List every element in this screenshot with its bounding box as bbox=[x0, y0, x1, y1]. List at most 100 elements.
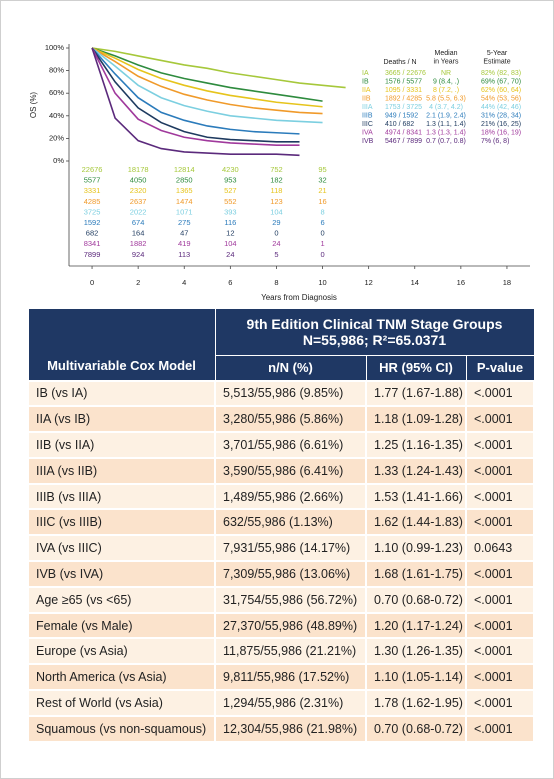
legend-five-year: 82% (82, 83) bbox=[481, 70, 521, 77]
at-risk-number: 1882 bbox=[130, 239, 147, 248]
legend-label: IIIC bbox=[362, 121, 373, 128]
legend-median: 0.7 (0.7, 0.8) bbox=[426, 138, 466, 145]
table-cell: 27,370/55,986 (48.89%) bbox=[214, 611, 367, 640]
table-cell: IIIA (vs IIB) bbox=[27, 456, 216, 485]
at-risk-number: 682 bbox=[86, 229, 99, 238]
at-risk-number: 4050 bbox=[130, 176, 147, 185]
at-risk-number: 4285 bbox=[84, 197, 101, 206]
legend-deaths: 1095 / 3331 bbox=[385, 87, 422, 94]
at-risk-number: 393 bbox=[224, 207, 237, 216]
at-risk-number: 24 bbox=[272, 239, 280, 248]
y-tick-label: 0% bbox=[53, 156, 64, 165]
x-tick-label: 16 bbox=[457, 278, 465, 287]
at-risk-number: 752 bbox=[270, 165, 283, 174]
table-cell: <.0001 bbox=[464, 431, 536, 459]
legend-median: 8 (7.2, .) bbox=[433, 87, 459, 94]
at-risk-number: 3725 bbox=[84, 207, 101, 216]
legend-deaths: 410 / 682 bbox=[385, 121, 414, 128]
legend-deaths: 5467 / 7899 bbox=[385, 138, 422, 145]
at-risk-number: 32 bbox=[318, 176, 326, 185]
table-cell: IIA (vs IB) bbox=[27, 405, 216, 434]
legend-label: IIIA bbox=[362, 104, 373, 111]
km-chart: OS (%) Years from Diagnosis 0% 20% 40% 60% 8… bbox=[29, 43, 530, 302]
legend-deaths: 1753 / 3725 bbox=[385, 104, 422, 111]
at-risk-number: 0 bbox=[274, 229, 278, 238]
table-cell: 0.0643 bbox=[464, 534, 536, 563]
at-risk-number: 5577 bbox=[84, 176, 101, 185]
survival-curve bbox=[91, 47, 300, 146]
table-cell: 1.68 (1.61-1.75) bbox=[365, 560, 467, 588]
table-cell: 1.10 (1.05-1.14) bbox=[365, 663, 467, 692]
legend-label: IIIB bbox=[362, 112, 373, 119]
table-cell: <.0001 bbox=[464, 405, 536, 434]
table-cell: IIIC (vs IIIB) bbox=[27, 508, 216, 537]
table-cell: 1.77 (1.67-1.88) bbox=[365, 379, 467, 408]
legend-header: Estimate bbox=[483, 58, 510, 65]
at-risk-number: 118 bbox=[270, 186, 282, 195]
x-tick-label: 0 bbox=[90, 278, 94, 287]
table-cell: 1.25 (1.16-1.35) bbox=[365, 431, 467, 459]
cox-table: Multivariable Cox Model 9th Edition Clin… bbox=[27, 308, 536, 743]
x-tick-label: 2 bbox=[136, 278, 140, 287]
table-cell: 0.70 (0.68-0.72) bbox=[365, 714, 467, 743]
legend-five-year: 7% (6, 8) bbox=[481, 138, 509, 145]
legend-median: 5.8 (5.5, 6.3) bbox=[426, 95, 466, 102]
at-risk-number: 4230 bbox=[222, 165, 239, 174]
at-risk-number: 2850 bbox=[176, 176, 193, 185]
survival-curve bbox=[91, 47, 300, 157]
table-cell: 1.10 (0.99-1.23) bbox=[365, 534, 467, 563]
at-risk-number: 104 bbox=[270, 207, 283, 216]
at-risk-number: 182 bbox=[270, 176, 283, 185]
table-cell: Europe (vs Asia) bbox=[27, 637, 216, 666]
at-risk-number: 5 bbox=[274, 250, 278, 259]
table-cell: <.0001 bbox=[464, 379, 536, 408]
table-row: IVB (vs IVA) 7,309/55,986 (13.06%) 1.68 (1… bbox=[27, 560, 536, 588]
at-risk-number: 8341 bbox=[84, 239, 101, 248]
at-risk-number: 21 bbox=[318, 186, 326, 195]
legend-header: Deaths / N bbox=[383, 59, 416, 66]
at-risk-number: 116 bbox=[224, 218, 236, 227]
at-risk-number: 29 bbox=[272, 218, 280, 227]
survival-curve bbox=[91, 47, 300, 135]
at-risk-number: 12814 bbox=[174, 165, 195, 174]
table-cell: <.0001 bbox=[464, 663, 536, 692]
table-row: Female (vs Male) 27,370/55,986 (48.89%) 1.… bbox=[27, 611, 536, 640]
table-cell: 7,309/55,986 (13.06%) bbox=[214, 560, 367, 588]
x-axis-label: Years from Diagnosis bbox=[261, 293, 337, 302]
table-cell: 1.62 (1.44-1.83) bbox=[365, 508, 467, 537]
legend-median: 2.1 (1.9, 2.4) bbox=[426, 112, 466, 119]
at-risk-number: 12 bbox=[226, 229, 234, 238]
at-risk-number: 0 bbox=[320, 250, 324, 259]
survival-curve bbox=[91, 47, 323, 102]
table-cell: <.0001 bbox=[464, 689, 536, 717]
table-cell: IVB (vs IVA) bbox=[27, 560, 216, 588]
table-row: North America (vs Asia) 9,811/55,986 (17.… bbox=[27, 663, 536, 692]
table-cell: 1,489/55,986 (2.66%) bbox=[214, 482, 367, 511]
table-cell: IIB (vs IIA) bbox=[27, 431, 216, 459]
at-risk-number: 16 bbox=[318, 197, 326, 206]
table-cell: Squamous (vs non-squamous) bbox=[27, 714, 216, 743]
table-cell: <.0001 bbox=[464, 637, 536, 666]
at-risk-number: 674 bbox=[132, 218, 145, 227]
at-risk-number: 24 bbox=[226, 250, 234, 259]
y-tick-label: 80% bbox=[49, 66, 64, 75]
table-cell: 9,811/55,986 (17.52%) bbox=[214, 663, 367, 692]
x-tick-label: 6 bbox=[228, 278, 232, 287]
legend-five-year: 54% (53, 56) bbox=[481, 95, 521, 102]
table-cell: 1.30 (1.26-1.35) bbox=[365, 637, 467, 666]
x-tick-label: 4 bbox=[182, 278, 186, 287]
survival-curve bbox=[91, 47, 323, 124]
table-cell: 1.18 (1.09-1.28) bbox=[365, 405, 467, 434]
at-risk-number: 1592 bbox=[84, 218, 101, 227]
table-cell: 3,280/55,986 (5.86%) bbox=[214, 405, 367, 434]
table-cell: 0.70 (0.68-0.72) bbox=[365, 585, 467, 614]
legend-label: IIA bbox=[362, 87, 371, 94]
legend-five-year: 62% (60, 64) bbox=[481, 87, 521, 94]
table-cell: Rest of World (vs Asia) bbox=[27, 689, 216, 717]
legend-label: IVB bbox=[362, 138, 374, 145]
table-cell: IVA (vs IIIC) bbox=[27, 534, 216, 563]
legend-label: IA bbox=[362, 70, 369, 77]
x-tick-label: 18 bbox=[503, 278, 511, 287]
table-cell: North America (vs Asia) bbox=[27, 663, 216, 692]
